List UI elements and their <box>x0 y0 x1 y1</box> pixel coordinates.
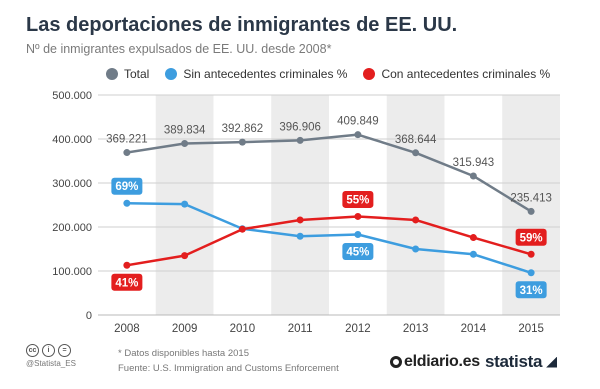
no-derivatives-icon: = <box>58 344 71 357</box>
data-point <box>181 139 189 147</box>
data-point <box>527 207 535 215</box>
eldiario-logo[interactable]: eldiario.es <box>390 353 480 371</box>
creative-commons-icon: cc <box>26 344 39 357</box>
data-point <box>354 212 362 220</box>
data-point <box>469 250 477 258</box>
data-point <box>354 131 362 139</box>
data-point <box>296 232 304 240</box>
statista-logo-text: statista <box>485 352 543 371</box>
legend-item-total: Total <box>106 67 149 81</box>
data-point <box>296 216 304 224</box>
eldiario-logo-text: eldiario.es <box>404 353 480 370</box>
chart-title: Las deportaciones de inmigrantes de EE. … <box>26 14 458 36</box>
data-label-box <box>342 242 374 260</box>
series-line <box>126 133 532 213</box>
data-label-box <box>515 281 547 299</box>
legend-label-con: Con antecedentes criminales % <box>381 67 551 81</box>
column-band <box>386 95 445 315</box>
data-label: 392.862 <box>222 123 264 135</box>
data-point <box>354 230 362 238</box>
data-label: 59% <box>520 232 543 244</box>
license-block: cc i = @Statista_ES <box>26 344 76 368</box>
x-tick-label: 2008 <box>114 323 140 335</box>
attribution-icon: i <box>42 344 55 357</box>
x-tick-label: 2013 <box>403 323 429 335</box>
legend-label-sin: Sin antecedentes criminales % <box>183 67 348 81</box>
series-line <box>126 215 532 267</box>
data-point <box>469 234 477 242</box>
data-point <box>181 252 189 260</box>
column-band <box>271 95 329 315</box>
y-tick-label: 400.000 <box>52 134 92 146</box>
data-point <box>123 261 131 269</box>
data-point <box>238 225 246 233</box>
statista-mark-icon <box>546 356 558 368</box>
data-label: 368.644 <box>395 134 437 146</box>
data-label: 55% <box>346 194 369 206</box>
data-label: 31% <box>520 285 543 297</box>
data-point <box>527 269 535 277</box>
data-label-box <box>342 190 374 208</box>
data-point <box>296 136 304 144</box>
data-label: 315.943 <box>453 157 495 169</box>
data-label: 45% <box>346 246 369 258</box>
data-label: 389.834 <box>164 124 206 136</box>
data-point <box>181 200 189 208</box>
data-point <box>469 172 477 180</box>
data-point <box>123 149 131 157</box>
data-label: 409.849 <box>337 116 379 128</box>
x-tick-label: 2014 <box>461 323 487 335</box>
statista-handle: @Statista_ES <box>26 359 76 368</box>
footnote-data: * Datos disponibles hasta 2015 <box>118 348 249 359</box>
legend-item-con: Con antecedentes criminales % <box>363 67 550 81</box>
y-tick-label: 200.000 <box>52 222 92 234</box>
y-tick-label: 0 <box>86 310 92 322</box>
x-tick-label: 2012 <box>345 323 371 335</box>
x-tick-label: 2010 <box>230 323 256 335</box>
data-label: 235.413 <box>510 192 552 204</box>
x-tick-label: 2009 <box>172 323 198 335</box>
legend-marker-con <box>363 68 376 80</box>
series-line <box>126 201 532 274</box>
data-label: 369.221 <box>106 134 148 146</box>
data-label: 396.906 <box>279 121 321 133</box>
legend-marker-total <box>106 68 118 80</box>
y-tick-label: 500.000 <box>52 90 92 102</box>
data-point <box>123 199 131 207</box>
legend-item-sin: Sin antecedentes criminales % <box>165 67 347 81</box>
chart-legend: Total Sin antecedentes criminales % Con … <box>106 66 566 82</box>
data-point <box>238 138 246 146</box>
data-point <box>412 149 420 157</box>
data-label: 41% <box>115 277 138 289</box>
y-tick-label: 100.000 <box>52 266 92 278</box>
footnotes: * Datos disponibles hasta 2015 Fuente: U… <box>118 346 339 376</box>
eldiario-mark-icon <box>390 356 402 368</box>
data-point <box>412 216 420 224</box>
data-label: 69% <box>115 181 138 193</box>
data-point <box>412 245 420 253</box>
y-tick-label: 300.000 <box>52 178 92 190</box>
legend-label-total: Total <box>124 67 150 81</box>
chart-subtitle: Nº de inmigrantes expulsados de EE. UU. … <box>26 42 332 56</box>
x-tick-label: 2015 <box>518 323 544 335</box>
legend-marker-sin <box>165 68 178 80</box>
data-label-box <box>515 228 547 246</box>
footnote-source: Fuente: U.S. Immigration and Customs Enf… <box>118 363 339 374</box>
column-band <box>502 95 560 315</box>
data-label-box <box>111 177 143 195</box>
x-tick-label: 2011 <box>288 323 313 335</box>
data-label-box <box>111 273 143 291</box>
statista-logo[interactable]: statista <box>485 352 558 372</box>
data-point <box>527 250 535 258</box>
